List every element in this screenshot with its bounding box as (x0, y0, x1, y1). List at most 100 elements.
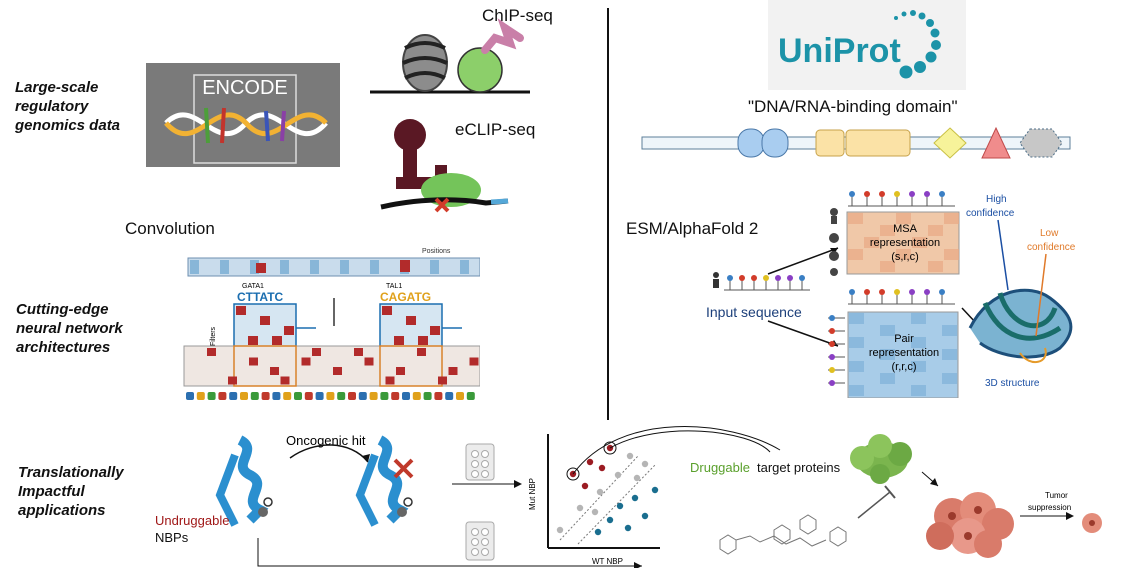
residue-marker (879, 191, 885, 197)
residue-marker (763, 275, 769, 281)
pair-cell (942, 325, 957, 336)
base-square (380, 392, 389, 400)
seq-cell (340, 260, 349, 274)
msa-cell (864, 237, 879, 248)
base-square (412, 392, 421, 400)
encode-title: ENCODE (202, 77, 288, 99)
seq-cell (190, 260, 199, 274)
tumor-cluster-icon (926, 492, 1014, 558)
base-square (196, 392, 205, 400)
cnn-cell (312, 348, 321, 356)
residue-marker (909, 191, 915, 197)
cell-plate-icon (465, 443, 495, 561)
target-proteins-label: target proteins (757, 460, 841, 475)
cnn-cell (354, 348, 363, 356)
filters-label: Filters (210, 326, 217, 346)
uniprot-logo: UniProt (768, 0, 966, 90)
pair-label-3: (r,r,c) (891, 361, 916, 373)
filter-cell (394, 336, 404, 345)
dna-helix-icon: ENCODE (164, 74, 328, 164)
seq-cell (280, 260, 289, 274)
y-axis-label: Mut NBP (528, 478, 537, 510)
residue-marker (727, 275, 733, 281)
base-square (358, 392, 367, 400)
residue-marker (864, 289, 870, 295)
residue-marker (894, 289, 900, 295)
seq-cell (430, 260, 439, 274)
msa-cell (944, 249, 959, 260)
base-square (348, 392, 356, 400)
cnn-motif-diagram: Positions GATA1 CTTATC TAL1 CAGATG Filte… (183, 248, 480, 400)
base-square (423, 392, 432, 400)
pair-cell (911, 337, 926, 348)
scatter-point (576, 504, 584, 512)
msa-cell (880, 261, 895, 272)
base-square (456, 392, 464, 400)
base-square (207, 392, 216, 400)
residue-marker (829, 341, 835, 347)
domain-title: "DNA/RNA-binding domain" (748, 97, 958, 116)
x-axis-label: WT NBP (592, 557, 623, 566)
residue-marker (939, 289, 945, 295)
cnn-cell (385, 376, 395, 385)
pair-cell (911, 361, 926, 372)
residue-marker (924, 289, 930, 295)
scatter-point (591, 508, 599, 516)
residue-marker (924, 191, 930, 197)
base-square (304, 392, 313, 400)
small-molecule-icon (719, 514, 847, 555)
scatter-point (616, 502, 624, 510)
msa-cell (848, 249, 863, 260)
residue-marker (829, 315, 835, 321)
pair-cell (880, 325, 895, 336)
oncogenic-hit-label: Oncogenic hit (286, 433, 366, 448)
base-square (218, 392, 227, 400)
pair-cell (849, 313, 864, 324)
msa-cell (928, 225, 943, 236)
seq-cell (460, 260, 469, 274)
cnn-cell (417, 348, 426, 356)
base-square (445, 392, 454, 400)
input-sequence-label: Input sequence (706, 304, 802, 320)
scatter-point (596, 488, 604, 496)
filter-cell (260, 316, 270, 325)
filter-cell (248, 336, 258, 345)
base-square (294, 392, 302, 400)
convolution-label: Convolution (125, 219, 215, 238)
base-square (434, 392, 443, 400)
filter-cell (284, 326, 294, 335)
residue-marker (849, 191, 855, 197)
residue-marker (879, 289, 885, 295)
cnn-cell (469, 357, 479, 366)
filter-cell (236, 306, 246, 315)
residue-marker (751, 275, 757, 281)
low-conf-1: Low (1040, 228, 1059, 239)
scatter-point (581, 482, 589, 490)
protein-structure-icon (968, 288, 1073, 363)
base-square (250, 392, 259, 400)
high-conf-2: confidence (966, 208, 1015, 219)
residue-marker (939, 191, 945, 197)
undruggable-label: Undruggable (155, 513, 229, 528)
tumor-label-1: Tumor (1045, 491, 1068, 500)
msa-label-2: representation (870, 237, 940, 249)
base-square (402, 392, 410, 400)
eclipseq-label: eCLIP-seq (455, 120, 536, 139)
species-icons (829, 208, 839, 276)
nbps-label: NBPs (155, 530, 189, 545)
base-square (326, 392, 335, 400)
scatter-point (606, 444, 614, 452)
msa-label-3: (s,r,c) (891, 251, 919, 263)
target-protein-icon (850, 434, 912, 484)
person-icon (713, 272, 719, 288)
cnn-cell (249, 357, 258, 366)
filter-cell (418, 336, 428, 345)
pair-cell (942, 349, 957, 360)
cnn-cell (333, 367, 342, 375)
uniprot-title: UniProt (778, 32, 901, 70)
seq-cell (310, 260, 319, 274)
residue-marker (829, 354, 835, 360)
base-square (272, 392, 281, 400)
residue-marker (739, 275, 745, 281)
protein-ribbon-mutated-icon (355, 435, 414, 527)
